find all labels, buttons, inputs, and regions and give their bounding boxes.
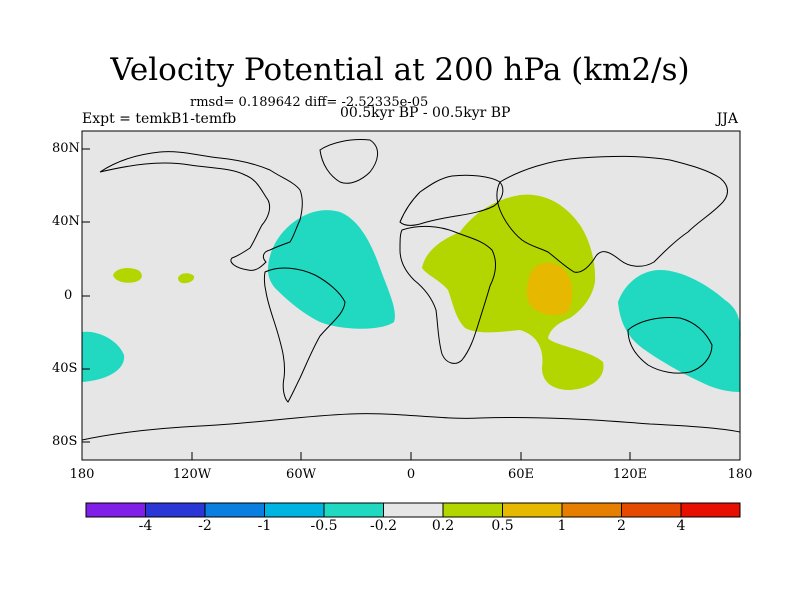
lon-label-0: 0 [406,467,416,482]
season-label: JJA [716,111,738,127]
pacific-small-positive-b [178,273,195,284]
europe-coast [399,174,504,226]
lat-label-40n: 40N [52,214,80,229]
lon-label-60e: 60E [507,467,535,482]
lat-ticks [82,148,90,443]
asia-coast [496,155,728,273]
colorbar-swatch-4 [264,502,325,518]
atlantic-negative-region [268,210,395,329]
colorbar-label: 0.2 [431,518,455,534]
stats-text: rmsd= 0.189642 diff= -2.52335e-05 [190,95,429,110]
colorbar-label: -0.2 [370,518,397,534]
experiment-label: Expt = temkB1-temfb [82,111,237,127]
indian-core-positive-region [526,262,573,316]
colorbar-swatch-5 [323,502,384,518]
lon-ticks [81,452,741,460]
colorbar-swatch-10 [621,502,682,518]
colorbar-swatch-7 [442,502,503,518]
colorbar-label: -1 [257,518,272,534]
lat-label-0: 0 [64,288,73,303]
colorbar-swatch-2 [145,502,206,518]
colorbar-swatch-3 [204,502,265,518]
lon-label-60w: 60W [286,467,316,482]
lat-label-80s: 80S [52,434,78,449]
colorbar-label: -0.5 [310,518,338,534]
colorbar-label: 1 [557,518,567,534]
north-america-coast [99,151,303,271]
negative-anomaly-regions [82,210,741,392]
pacific-negative-region [618,270,741,392]
southeast-pacific-negative-region [82,331,125,382]
south-america-coast [263,267,346,403]
antarctica-coast [81,413,741,441]
colorbar-swatch-1 [85,502,146,518]
colorbar-label: -2 [198,518,212,534]
lon-label-180w: 180 [69,467,95,482]
colorbar [85,502,741,518]
colorbar-label: 4 [676,518,686,534]
pacific-small-positive-a [113,267,142,283]
indian-ocean-positive-region [422,194,604,390]
greenland-coast [319,139,378,184]
lon-label-120e: 120E [612,467,648,482]
period-label: 00.5kyr BP - 00.5kyr BP [340,105,511,121]
lon-label-180e: 180 [727,467,753,482]
colorbar-swatch-8 [502,502,563,518]
colorbar-swatch-6 [383,502,444,518]
australia-coast [627,317,713,374]
colorbar-swatch-11 [680,502,741,518]
lon-label-120w: 120W [172,467,212,482]
colorbar-label: 0.5 [491,518,514,534]
colorbar-label: -4 [138,518,153,534]
africa-coast [399,225,497,364]
colorbar-label: 2 [617,518,626,534]
lat-label-40s: 40S [52,361,78,376]
page-title: Velocity Potential at 200 hPa (km2/s) [110,52,690,88]
positive-anomaly-regions [113,194,604,390]
lat-label-80n: 80N [52,141,80,156]
coastlines [81,139,741,441]
colorbar-swatch-9 [561,502,622,518]
